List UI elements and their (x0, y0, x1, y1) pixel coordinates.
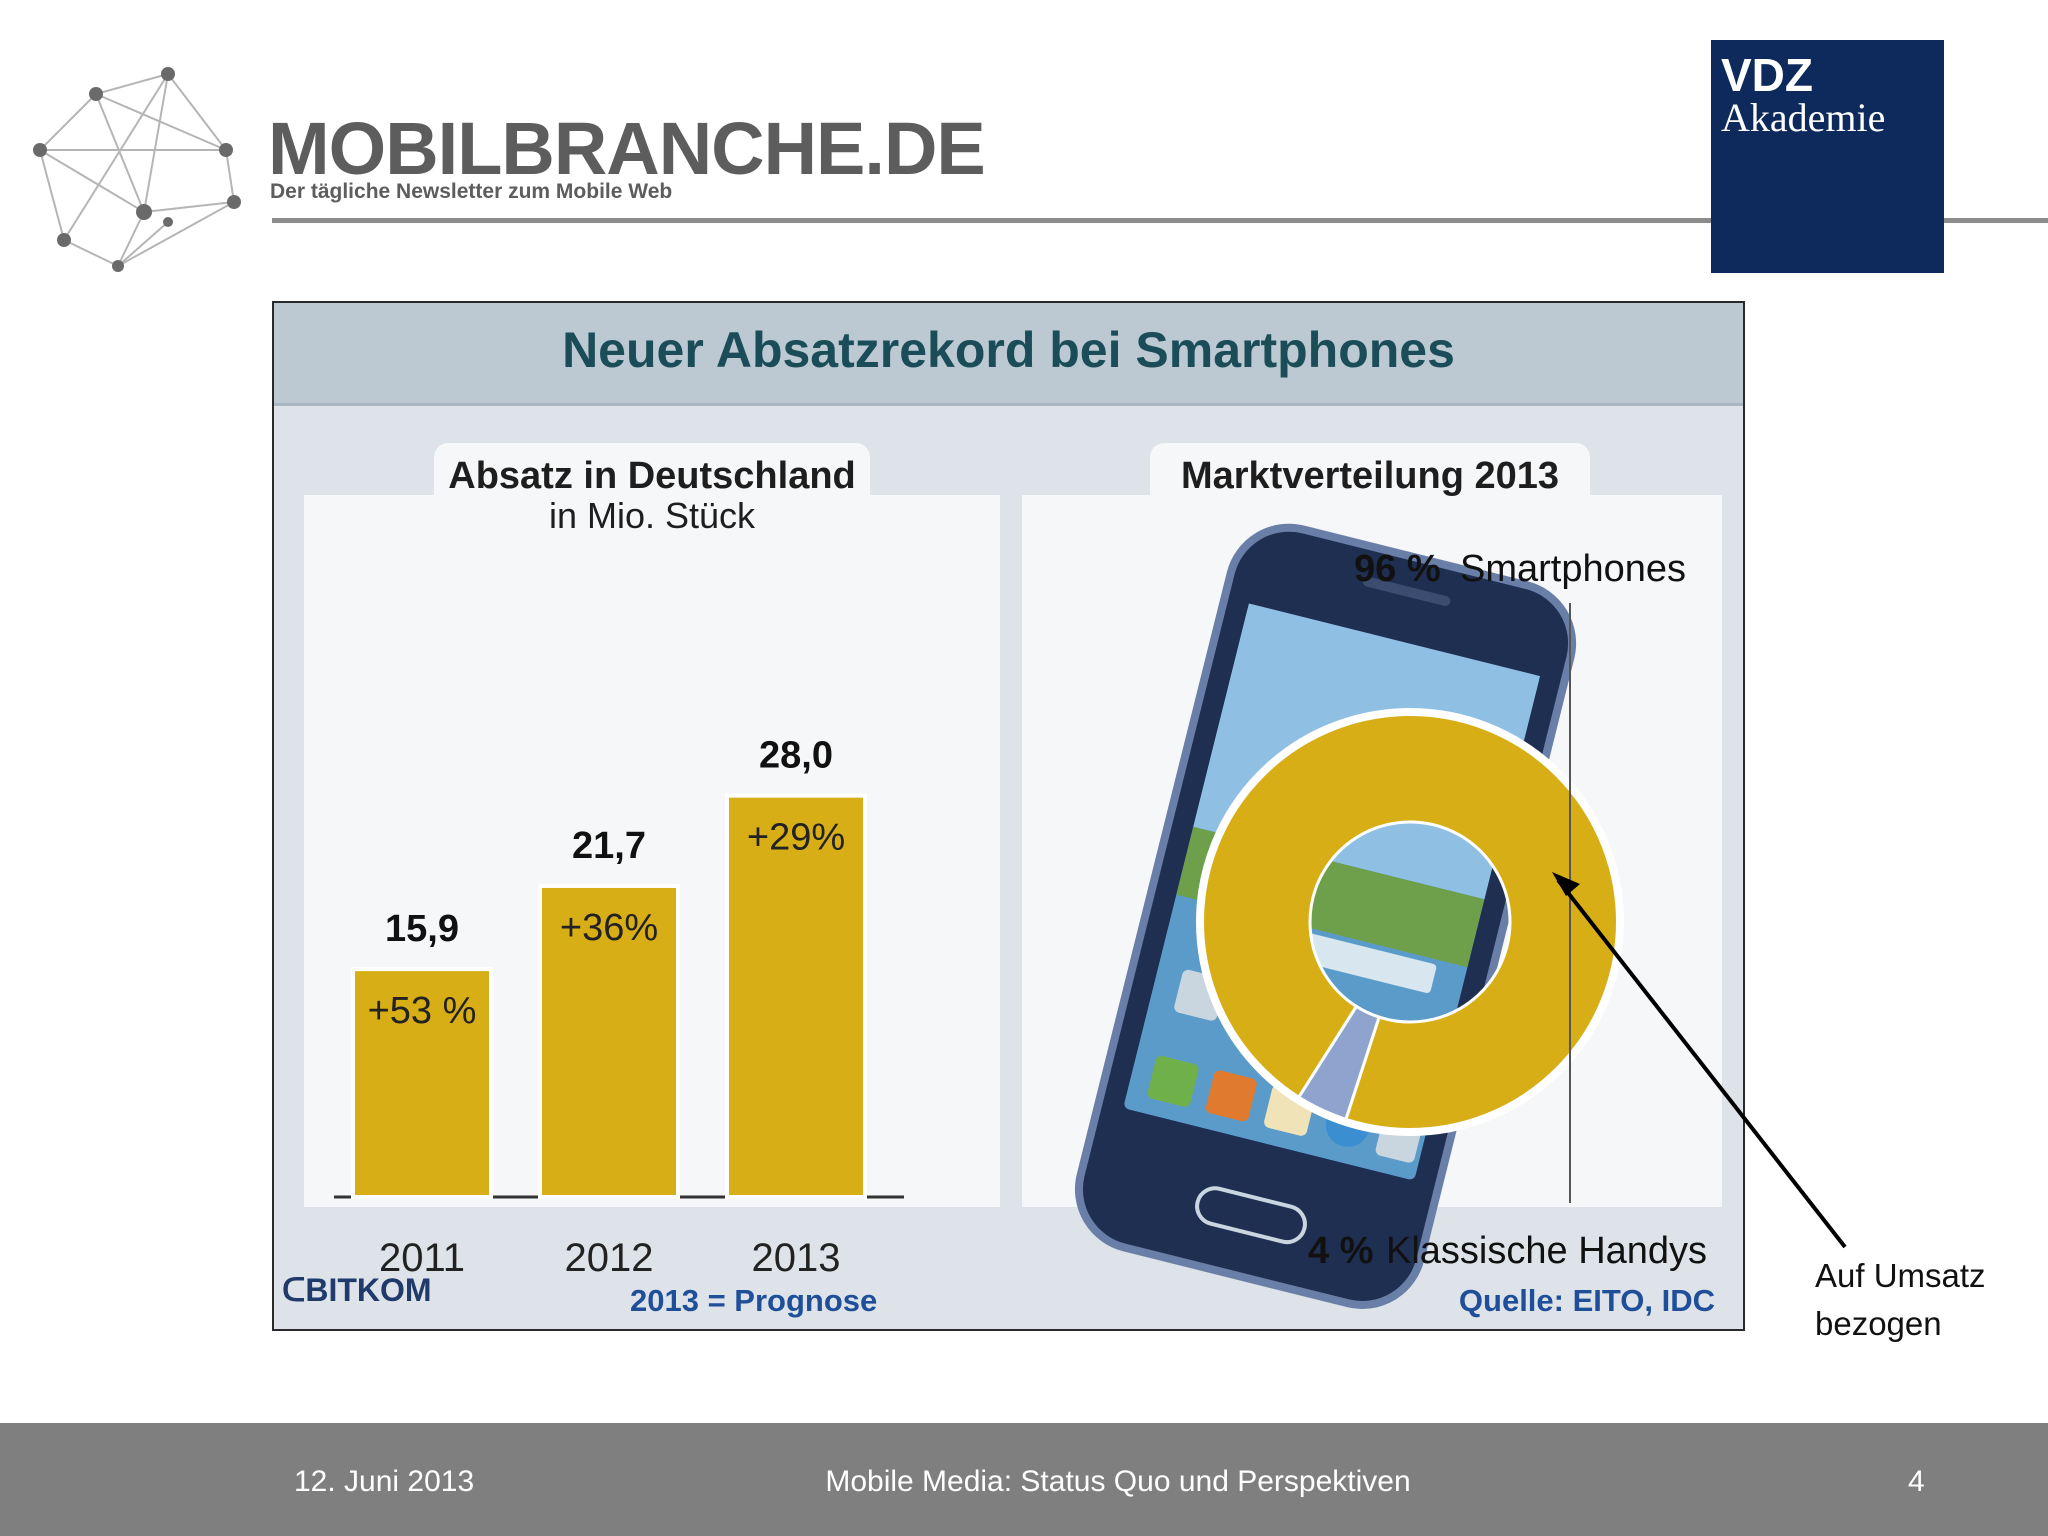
annotation-line1: Auf Umsatz (1815, 1257, 1986, 1294)
footer-title: Mobile Media: Status Quo und Perspektive… (825, 1465, 1411, 1498)
bar-growth-label: +29% (747, 817, 845, 859)
smartphones-name-label: Smartphones (1460, 548, 1686, 590)
bar-2013 (725, 793, 867, 1199)
bar-2011 (351, 967, 493, 1199)
brand-title: MOBILBRANCHE.DE (268, 107, 986, 190)
annotation-text: Auf Umsatz bezogen (1815, 1252, 1986, 1348)
handys-pct-label: 4 % (1308, 1230, 1373, 1272)
page-number: 4 (1908, 1465, 1925, 1498)
network-logo-icon (33, 67, 241, 272)
bar-growth-label: +53 % (368, 990, 477, 1032)
vdz-logo-line2: Akademie (1721, 95, 1886, 140)
bitkom-logo: ᑕBITKOM (282, 1271, 432, 1309)
infographic-title-bar: Neuer Absatzrekord bei Smartphones (274, 303, 1743, 406)
footer-date: 12. Juni 2013 (294, 1465, 475, 1498)
x-tick-label: 2011 (379, 1236, 465, 1280)
chart-area: 15,9 +53 % 2011 21,7 +36% 2012 28,0 +29% 2013 96 … (334, 548, 1707, 1280)
bar-value-label: 21,7 (572, 825, 646, 867)
bar-2012 (538, 883, 680, 1199)
source-note: Quelle: EITO, IDC (1458, 1283, 1715, 1318)
slide-footer: 12. Juni 2013 Mobile Media: Status Quo u… (0, 1423, 2048, 1536)
handys-name-label: Klassische Handys (1386, 1230, 1707, 1272)
vdz-logo-line1: VDZ (1721, 49, 1813, 101)
infographic-title: Neuer Absatzrekord bei Smartphones (562, 322, 1455, 378)
infographic: Neuer Absatzrekord bei Smartphones Absat… (272, 301, 1745, 1331)
bar-growth-label: +36% (560, 907, 658, 949)
market-share-panel-title: Marktverteilung 2013 (1150, 443, 1590, 509)
bar-value-label: 15,9 (385, 908, 459, 950)
vdz-akademie-logo: VDZ Akademie (1711, 40, 1944, 273)
forecast-note: 2013 = Prognose (630, 1283, 878, 1318)
sales-panel-title: Absatz in Deutschland (434, 443, 870, 509)
smartphones-pct-label: 96 % (1354, 548, 1441, 590)
x-tick-label: 2012 (565, 1236, 654, 1280)
donut-outline (1196, 708, 1624, 1136)
bitkom-logo-text: BITKOM (305, 1272, 432, 1308)
x-tick-label: 2013 (752, 1236, 841, 1280)
brand-tagline: Der tägliche Newsletter zum Mobile Web (270, 180, 673, 203)
header-divider (272, 218, 2048, 223)
bitkom-c-icon: ᑕ (282, 1272, 306, 1308)
bar-value-label: 28,0 (759, 735, 833, 777)
annotation-line2: bezogen (1815, 1305, 1942, 1342)
sales-panel-subtitle: in Mio. Stück (548, 495, 756, 536)
